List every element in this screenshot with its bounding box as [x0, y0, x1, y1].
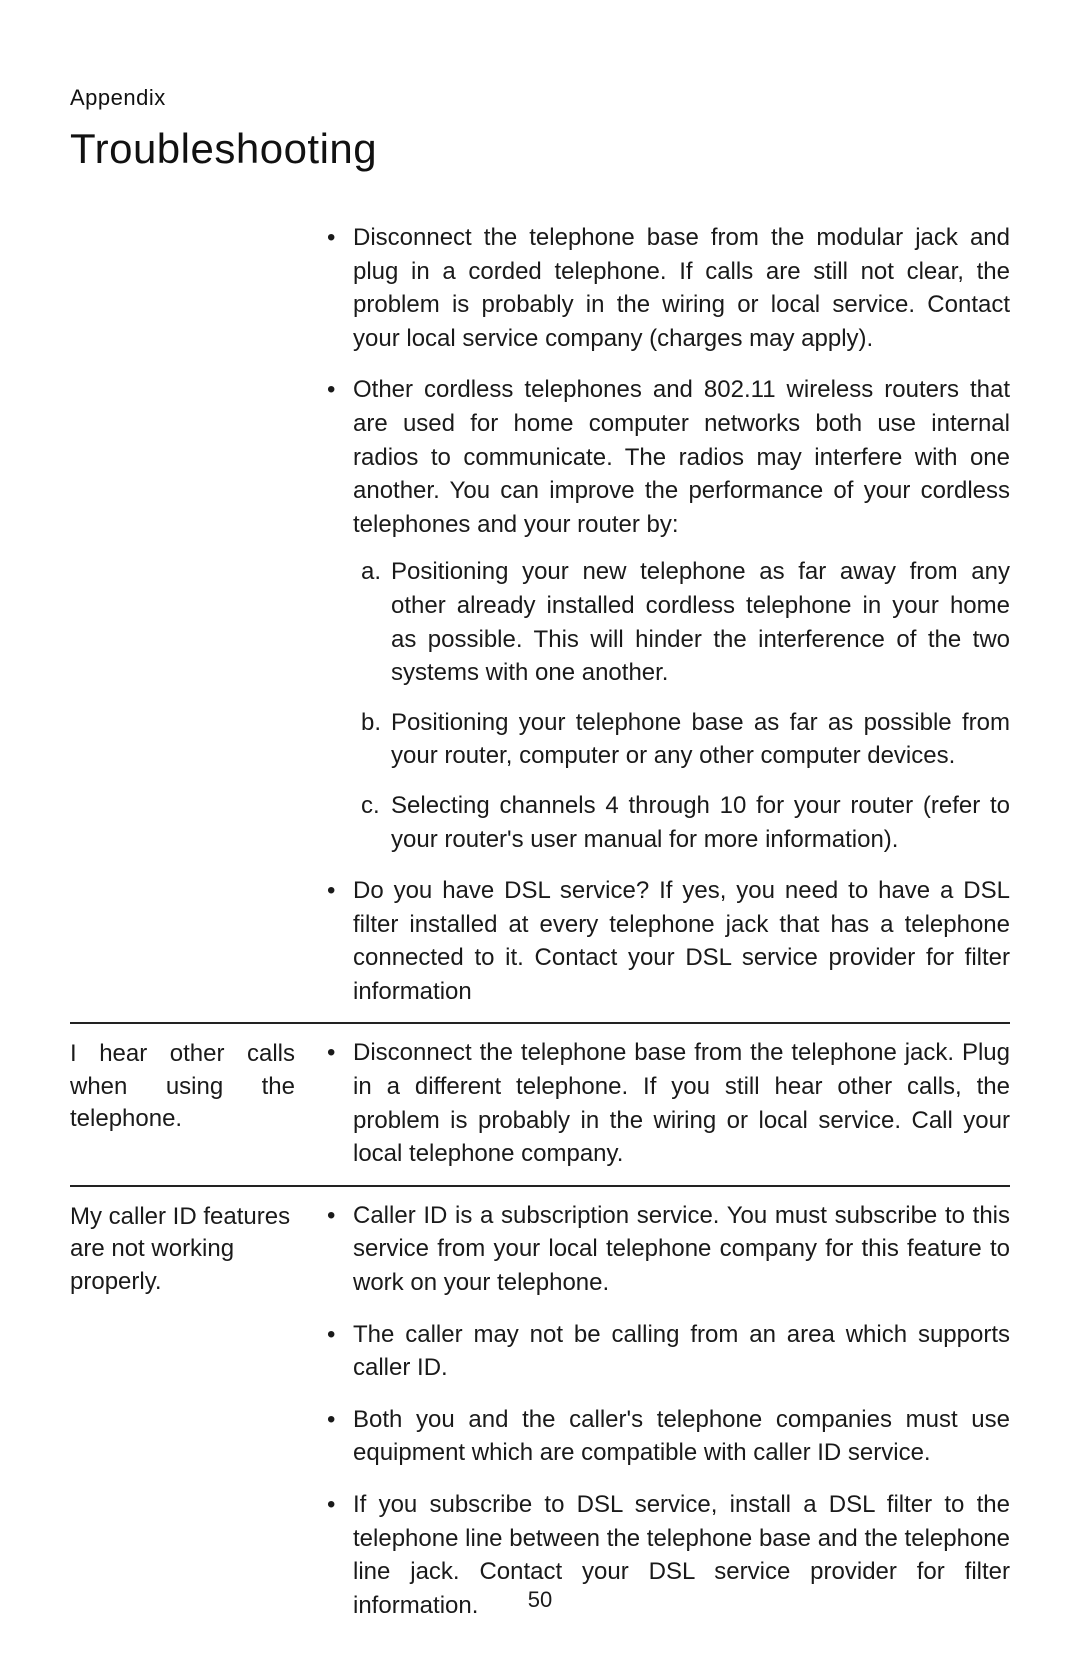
letter-text: Positioning your new telephone as far aw… — [391, 558, 1010, 686]
letter-item: c. Selecting channels 4 through 10 for yo… — [361, 789, 1010, 856]
answers: Caller ID is a subscription service. You… — [321, 1199, 1010, 1623]
letter-item: b. Positioning your telephone base as far… — [361, 706, 1010, 773]
table-row: Disconnect the telephone base from the m… — [70, 209, 1010, 1022]
bullet-text: Disconnect the telephone base from the t… — [353, 1039, 1010, 1167]
troubleshooting-table: Disconnect the telephone base from the m… — [70, 209, 1010, 1636]
bullet-item: Disconnect the telephone base from the m… — [321, 221, 1010, 355]
letter-item: a. Positioning your new telephone as far … — [361, 555, 1010, 689]
bullet-item: Caller ID is a subscription service. You… — [321, 1199, 1010, 1300]
letter-marker: a. — [361, 555, 381, 589]
bullet-item: Other cordless telephones and 802.11 wir… — [321, 373, 1010, 856]
table-row: I hear other calls when using the teleph… — [70, 1022, 1010, 1184]
problem-text: I hear other calls when using the teleph… — [70, 1036, 295, 1170]
section-label: Appendix — [70, 85, 1010, 111]
bullet-list: Caller ID is a subscription service. You… — [321, 1199, 1010, 1623]
page-number: 50 — [0, 1587, 1080, 1613]
letter-marker: b. — [361, 706, 381, 740]
letter-text: Selecting channels 4 through 10 for your… — [391, 792, 1010, 853]
bullet-list: Disconnect the telephone base from the m… — [321, 221, 1010, 1008]
bullet-text: Other cordless telephones and 802.11 wir… — [353, 376, 1010, 537]
table-row: My caller ID features are not working pr… — [70, 1185, 1010, 1637]
bullet-text: Caller ID is a subscription service. You… — [353, 1202, 1010, 1296]
bullet-list: Disconnect the telephone base from the t… — [321, 1036, 1010, 1170]
page-title: Troubleshooting — [70, 125, 1010, 173]
bullet-text: Disconnect the telephone base from the m… — [353, 224, 1010, 352]
answers: Disconnect the telephone base from the t… — [321, 1036, 1010, 1170]
bullet-text: Both you and the caller's telephone comp… — [353, 1406, 1010, 1467]
bullet-item: Do you have DSL service? If yes, you nee… — [321, 874, 1010, 1008]
bullet-text: Do you have DSL service? If yes, you nee… — [353, 877, 1010, 1005]
letter-marker: c. — [361, 789, 380, 823]
problem-text: My caller ID features are not working pr… — [70, 1199, 295, 1623]
letter-list: a. Positioning your new telephone as far … — [353, 555, 1010, 856]
bullet-item: The caller may not be calling from an ar… — [321, 1318, 1010, 1385]
bullet-item: Disconnect the telephone base from the t… — [321, 1036, 1010, 1170]
bullet-text: The caller may not be calling from an ar… — [353, 1321, 1010, 1382]
letter-text: Positioning your telephone base as far a… — [391, 709, 1010, 770]
bullet-item: Both you and the caller's telephone comp… — [321, 1403, 1010, 1470]
problem-text — [70, 221, 295, 1008]
answers: Disconnect the telephone base from the m… — [321, 221, 1010, 1008]
